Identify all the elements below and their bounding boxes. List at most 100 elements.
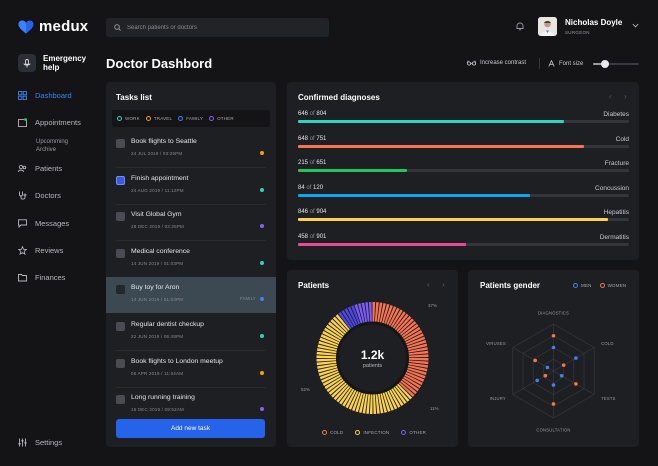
- patients-total: 1.2k: [360, 348, 385, 362]
- sidebar-item-doctors[interactable]: Doctors: [18, 191, 61, 200]
- diagnosis-bar-track: [298, 144, 629, 148]
- sidebar-item-patients[interactable]: Patients: [18, 164, 62, 173]
- task-item[interactable]: Finish appointment 24 AUG 2019 / 11:12PM: [106, 168, 276, 204]
- sidebar-item-finances[interactable]: Finances: [18, 273, 65, 282]
- donut-segment-cold: [397, 318, 414, 334]
- diagnosis-count: 648: [298, 135, 309, 142]
- task-item[interactable]: Regular dentist checkup 22 JUN 2019 / 06:…: [106, 314, 276, 350]
- task-item[interactable]: Buy toy for Aron 14 JUN 2019 / 01:03PM FAM…: [106, 277, 276, 314]
- bell-icon[interactable]: [516, 22, 524, 31]
- diagnosis-total: 901: [316, 233, 327, 240]
- donut-segment-infection: [358, 392, 366, 413]
- chip-label: WORK: [125, 116, 140, 121]
- donut-segment-cold: [381, 303, 390, 324]
- sidebar-item-label: Settings: [35, 438, 63, 447]
- task-category-dot: [260, 260, 264, 265]
- donut-segment-other: [361, 302, 368, 323]
- task-checkbox[interactable]: [116, 212, 125, 222]
- sidebar-item-settings[interactable]: Settings: [18, 438, 62, 447]
- legend-cold: COLD: [322, 430, 343, 435]
- task-item[interactable]: Visit Global Gym 28 DEC 2019 / 03:25PM: [106, 204, 276, 240]
- task-checkbox[interactable]: [116, 175, 125, 185]
- of-word: of: [309, 233, 315, 240]
- search-bar[interactable]: [106, 18, 329, 37]
- donut-segment-infection: [396, 383, 413, 400]
- donut-segment-cold: [390, 309, 403, 328]
- donut-segment-infection: [380, 392, 387, 413]
- filter-family[interactable]: FAMILY: [178, 116, 203, 121]
- sliders-icon: [18, 438, 27, 447]
- legend-infection: INFECTION: [355, 430, 389, 435]
- filter-work[interactable]: WORK: [117, 116, 140, 121]
- sidebar-item-appointments[interactable]: Appointments: [18, 118, 81, 127]
- travel-dot: [145, 116, 151, 121]
- donut-segment-cold: [386, 306, 397, 326]
- donut-segment-other: [351, 305, 361, 325]
- diagnosis-bar-fill: [298, 120, 564, 123]
- sidebar-item-reviews[interactable]: Reviews: [18, 246, 63, 255]
- prev-arrow-icon[interactable]: ‹: [427, 280, 430, 289]
- filter-travel[interactable]: TRAVEL: [145, 116, 172, 121]
- donut-segment-infection: [339, 386, 353, 405]
- sidebar-item-messages[interactable]: Messages: [18, 219, 69, 228]
- prev-arrow-icon[interactable]: ‹: [609, 92, 612, 101]
- donut-segment-infection: [316, 361, 337, 366]
- filter-other[interactable]: OTHER: [209, 116, 234, 121]
- avatar[interactable]: [538, 17, 557, 36]
- donut-segment-cold: [401, 378, 420, 392]
- task-item[interactable]: Long running training 16 DEC 2019 / 09:52…: [106, 387, 276, 423]
- next-arrow-icon[interactable]: ›: [624, 92, 627, 101]
- radar-point-women: [533, 358, 537, 363]
- slider-knob[interactable]: [600, 60, 609, 68]
- next-arrow-icon[interactable]: ›: [442, 280, 445, 289]
- donut-segment-infection: [391, 387, 404, 406]
- patients-donut-chart: [316, 302, 429, 414]
- logo[interactable]: medux: [18, 18, 88, 35]
- task-category-dot: [260, 224, 264, 229]
- donut-segment-cold: [408, 358, 429, 361]
- task-checkbox[interactable]: [116, 139, 125, 148]
- sidebar-item-dashboard[interactable]: Dashboard: [18, 91, 72, 100]
- sidebar-item-label: Appointments: [35, 118, 81, 127]
- task-item[interactable]: Book flights to Seattle 24 JUL 2019 / 03:…: [106, 131, 276, 167]
- donut-segment-cold: [403, 330, 423, 342]
- family-dot: [178, 116, 184, 121]
- donut-segment-cold: [405, 336, 426, 346]
- donut-segment-cold: [405, 371, 425, 382]
- task-item[interactable]: Book flights to London meetup 06 APR 2019…: [106, 351, 276, 387]
- task-item[interactable]: Medical conference 14 JUN 2019 / 01:03PM: [106, 241, 276, 277]
- diagnosis-count: 846: [298, 209, 309, 215]
- donut-segment-cold: [408, 360, 429, 365]
- donut-segment-other: [365, 302, 370, 323]
- font-size-slider[interactable]: [593, 60, 639, 68]
- task-divider: [116, 203, 266, 205]
- donut-segment-infection: [328, 321, 346, 337]
- task-checkbox[interactable]: [116, 248, 125, 258]
- legend-women: WOMEN: [599, 283, 627, 288]
- task-checkbox[interactable]: [116, 285, 125, 295]
- task-checkbox[interactable]: [116, 322, 125, 331]
- donut-segment-infection: [322, 330, 341, 343]
- diagnosis-name: Dermatitis: [599, 233, 629, 241]
- diagnosis-bar-track: [298, 193, 629, 197]
- donut-segment-infection: [332, 316, 349, 333]
- radar-point-women: [551, 333, 556, 338]
- task-date: 22 JUN 2019 / 06:48PM: [131, 334, 184, 339]
- task-category-dot: [260, 407, 264, 412]
- of-word: of: [306, 184, 312, 191]
- emergency-help-button[interactable]: Emergency help: [18, 54, 89, 72]
- task-tag: FAMILY: [240, 296, 256, 302]
- increase-contrast-toggle[interactable]: Increase contrast: [467, 60, 526, 66]
- sidebar-subitem-archive[interactable]: Upcomming Archive: [36, 139, 69, 153]
- chevron-down-icon[interactable]: [632, 23, 639, 28]
- donut-segment-infection: [321, 372, 341, 383]
- sidebar-item-label: Messages: [35, 219, 70, 228]
- task-checkbox[interactable]: [116, 358, 125, 368]
- donut-segment-cold: [404, 333, 424, 344]
- search-input[interactable]: [127, 24, 317, 31]
- of-word: of: [309, 135, 315, 142]
- diagnosis-value: 458 of 901: [298, 234, 326, 240]
- diagnosis-count: 458: [298, 233, 309, 240]
- task-checkbox[interactable]: [116, 395, 125, 405]
- add-task-button[interactable]: Add new task: [116, 419, 265, 438]
